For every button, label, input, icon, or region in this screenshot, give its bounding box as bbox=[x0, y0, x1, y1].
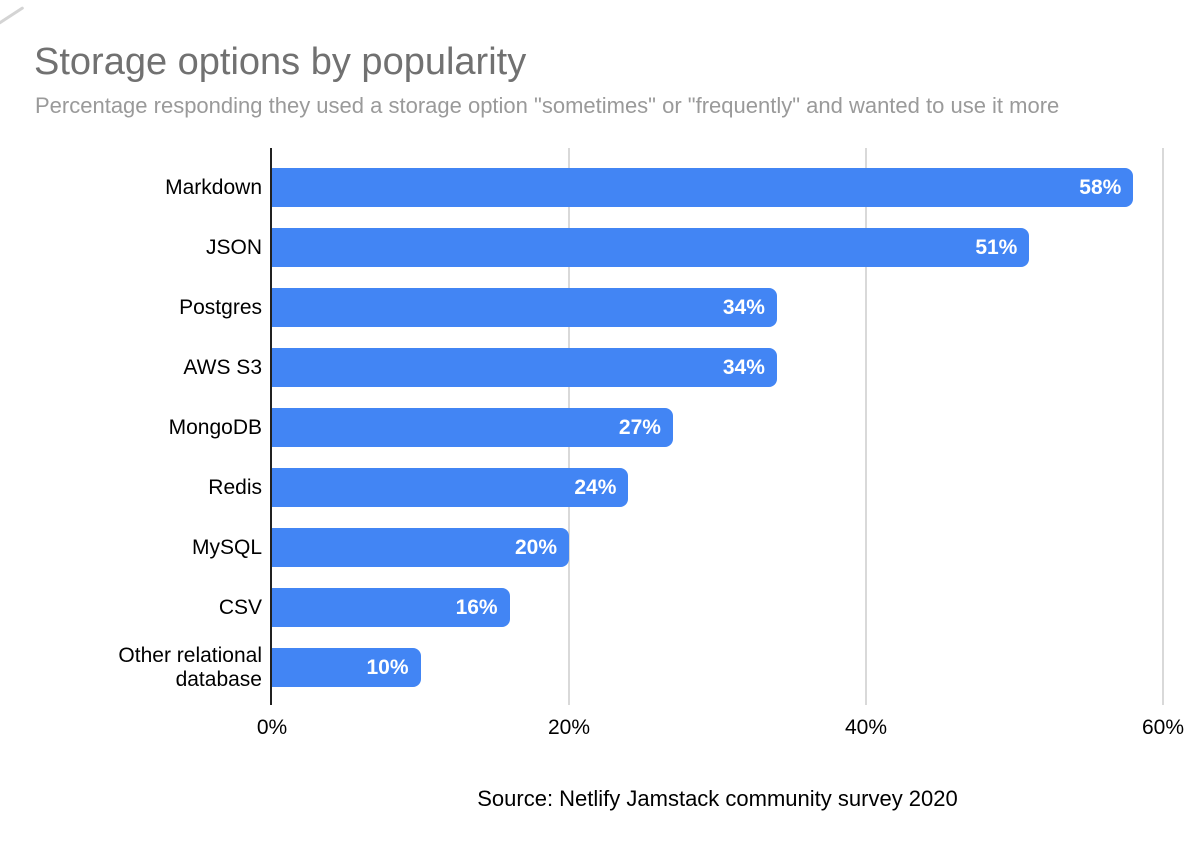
bar-row: AWS S3 34% bbox=[0, 348, 1202, 387]
bar: 10% bbox=[272, 648, 421, 687]
bar: 58% bbox=[272, 168, 1134, 207]
bar-row: JSON 51% bbox=[0, 228, 1202, 267]
bar: 16% bbox=[272, 588, 510, 627]
category-label-text: MySQL bbox=[191, 535, 262, 559]
corner-artifact bbox=[0, 6, 25, 25]
bar: 34% bbox=[272, 288, 777, 327]
category-label: CSV bbox=[0, 588, 262, 627]
bar: 20% bbox=[272, 528, 569, 567]
bar-row: MongoDB 27% bbox=[0, 408, 1202, 447]
x-tick-label: 60% bbox=[1141, 716, 1185, 739]
y-axis-line bbox=[270, 148, 272, 705]
bar-value-label: 10% bbox=[366, 655, 409, 679]
bar-value-label: 34% bbox=[722, 355, 765, 379]
bar-value-label: 58% bbox=[1079, 175, 1122, 199]
category-label: MySQL bbox=[0, 528, 262, 567]
bar-value-label: 27% bbox=[618, 415, 661, 439]
category-label: Markdown bbox=[0, 168, 262, 207]
x-gridline bbox=[1162, 148, 1164, 705]
chart-title: Storage options by popularity bbox=[34, 41, 527, 83]
plot-area: Markdown 58% JSON 51% Postgres 34% AWS S3 34% Mo… bbox=[0, 148, 1202, 705]
bar-row: Other relational database 10% bbox=[0, 644, 1202, 691]
category-label-text: JSON bbox=[205, 235, 262, 259]
x-tick-label: 0% bbox=[256, 716, 288, 739]
bar-value-label: 51% bbox=[975, 235, 1018, 259]
category-label-text: Markdown bbox=[165, 175, 262, 199]
bar-value-label: 24% bbox=[574, 475, 617, 499]
bar-value-label: 34% bbox=[722, 295, 765, 319]
category-label: Redis bbox=[0, 468, 262, 507]
category-label: MongoDB bbox=[0, 408, 262, 447]
category-label-text: Other relational database bbox=[118, 644, 262, 691]
bar: 24% bbox=[272, 468, 629, 507]
category-label: AWS S3 bbox=[0, 348, 262, 387]
category-label-text: CSV bbox=[218, 595, 262, 619]
category-label-text: Redis bbox=[208, 475, 262, 499]
bar: 27% bbox=[272, 408, 673, 447]
bar-value-label: 16% bbox=[455, 595, 498, 619]
category-label: Postgres bbox=[0, 288, 262, 327]
category-label-text: Postgres bbox=[179, 295, 262, 319]
bar-row: Postgres 34% bbox=[0, 288, 1202, 327]
x-tick-label: 20% bbox=[547, 716, 591, 739]
x-gridline bbox=[865, 148, 867, 705]
category-label: Other relational database bbox=[0, 644, 262, 690]
bar-row: MySQL 20% bbox=[0, 528, 1202, 567]
source-note: Source: Netlify Jamstack community surve… bbox=[477, 786, 958, 811]
bar-row: Markdown 58% bbox=[0, 168, 1202, 207]
category-label-text: AWS S3 bbox=[183, 355, 262, 379]
x-tick-label: 40% bbox=[844, 716, 888, 739]
bar-row: Redis 24% bbox=[0, 468, 1202, 507]
chart-subtitle: Percentage responding they used a storag… bbox=[35, 93, 1060, 118]
bar-row: CSV 16% bbox=[0, 588, 1202, 627]
category-label: JSON bbox=[0, 228, 262, 267]
bar: 51% bbox=[272, 228, 1030, 267]
bar-value-label: 20% bbox=[514, 535, 557, 559]
bar: 34% bbox=[272, 348, 777, 387]
category-label-text: MongoDB bbox=[168, 415, 262, 439]
